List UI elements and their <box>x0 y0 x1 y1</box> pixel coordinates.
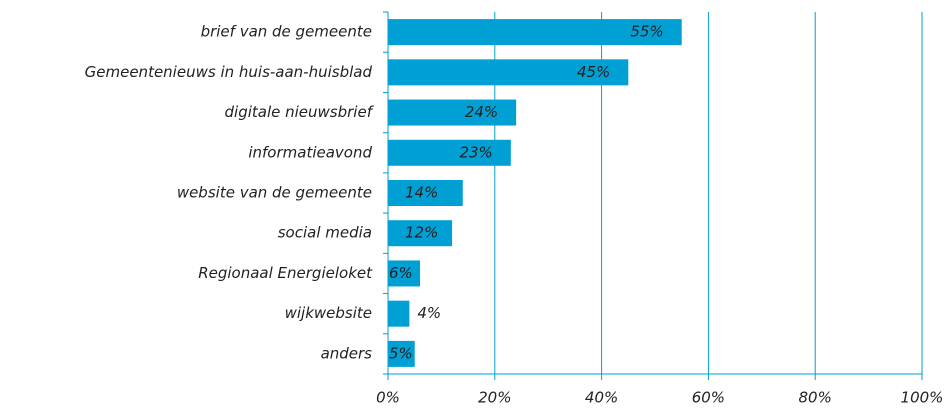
value-label: 14% <box>405 184 438 202</box>
value-label: 6% <box>389 264 413 282</box>
value-label: 4% <box>417 304 441 322</box>
y-tick-label: website van de gemeente <box>177 184 372 202</box>
value-label: 55% <box>630 23 663 41</box>
bar <box>388 220 453 247</box>
bar <box>388 99 517 126</box>
value-label: 12% <box>405 224 438 242</box>
bar <box>388 260 421 287</box>
bar <box>388 59 629 86</box>
y-tick-label: Regionaal Energieloket <box>198 264 373 282</box>
value-label: 5% <box>389 344 413 362</box>
y-tick-label: digitale nieuwsbrief <box>225 103 375 121</box>
bar <box>388 300 410 327</box>
x-tick-label: 60% <box>692 389 725 407</box>
x-tick-label: 80% <box>799 389 832 407</box>
y-tick-label: wijkwebsite <box>285 304 372 322</box>
value-label: 45% <box>577 63 610 81</box>
y-tick-label: Gemeentenieuws in huis-aan-huisblad <box>85 63 373 81</box>
bar <box>388 180 463 206</box>
y-tick-label: anders <box>321 344 373 362</box>
value-label: 24% <box>465 103 498 121</box>
y-tick-label: social media <box>278 224 372 242</box>
y-tick-label: informatieavond <box>248 143 372 161</box>
x-tick-label: 100% <box>901 389 944 407</box>
value-label: 23% <box>459 143 492 161</box>
bar <box>388 139 511 166</box>
y-tick-label: brief van de gemeente <box>201 23 372 41</box>
x-tick-label: 20% <box>478 389 511 407</box>
bar <box>388 340 415 367</box>
x-tick-label: 0% <box>376 389 400 407</box>
x-tick-label: 40% <box>585 389 618 407</box>
bar <box>388 19 682 46</box>
